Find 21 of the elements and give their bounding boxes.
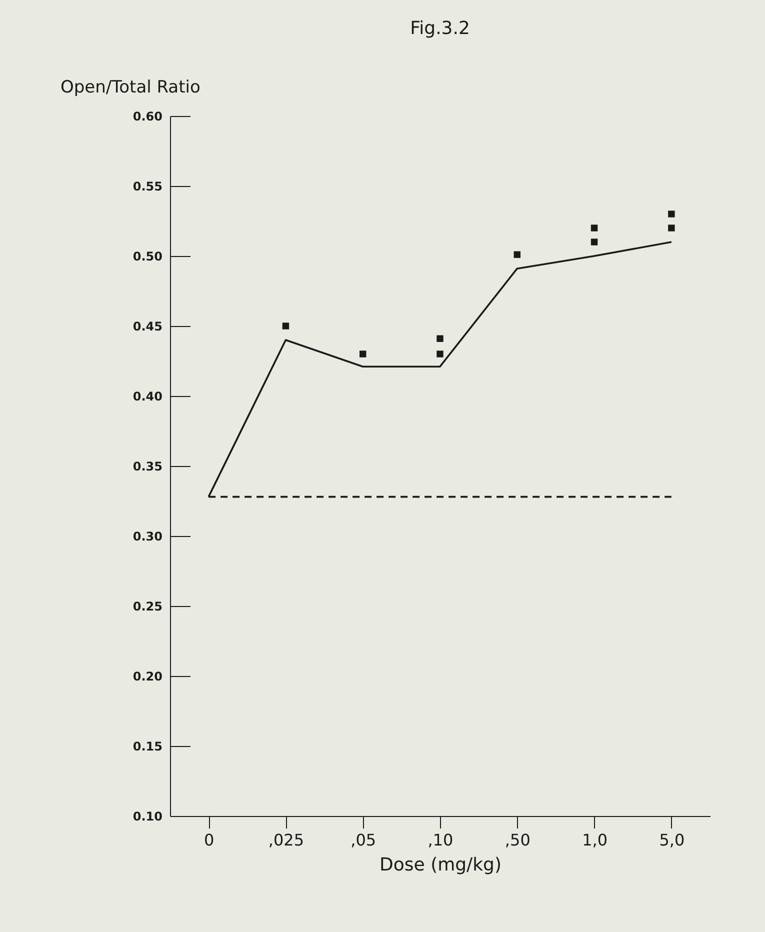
y-tick-label: 0.35 <box>132 460 162 474</box>
y-tick-label: 0.50 <box>132 250 162 264</box>
y-tick-label: 0.60 <box>132 110 162 124</box>
x-tick-label: 5,0 <box>659 830 685 850</box>
chart-title: Fig.3.2 <box>410 18 470 39</box>
x-axis-title: Dose (mg/kg) <box>380 854 502 876</box>
y-tick-label: 0.25 <box>132 600 162 614</box>
x-tick-label: 0 <box>204 830 214 850</box>
y-tick-label: 0.20 <box>132 670 162 684</box>
y-tick-label: 0.30 <box>132 530 162 544</box>
y-tick-label: 0.55 <box>132 180 162 194</box>
x-tick-label: ,50 <box>504 830 530 850</box>
y-tick-label: 0.15 <box>132 740 162 754</box>
x-tick-label: ,025 <box>268 830 304 850</box>
y-tick-label: 0.40 <box>132 390 162 404</box>
y-tick-label: 0.10 <box>132 810 162 824</box>
y-tick-label: 0.45 <box>132 320 162 334</box>
y-axis-title: Open/Total Ratio <box>60 78 200 98</box>
x-tick-label: ,05 <box>350 830 376 850</box>
x-tick-label: ,10 <box>428 830 454 850</box>
x-tick-label: 1,0 <box>582 830 608 850</box>
